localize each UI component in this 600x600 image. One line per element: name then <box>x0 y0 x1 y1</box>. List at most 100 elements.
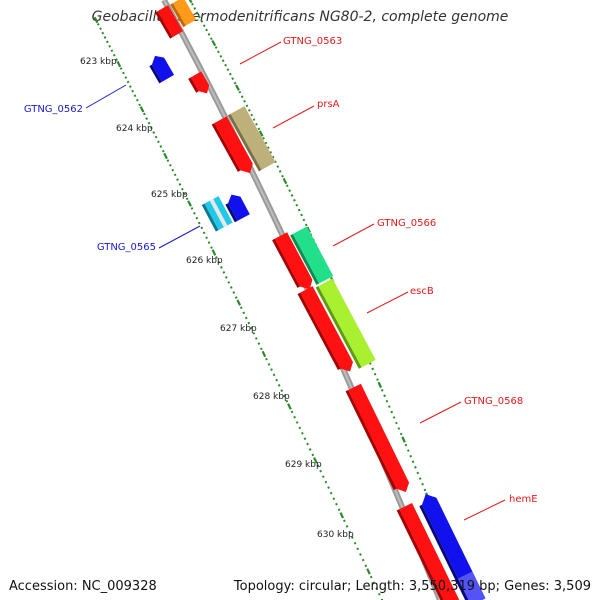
left-track-tick <box>335 502 338 506</box>
left-track-tick <box>176 178 179 181</box>
left-track-tick <box>364 564 368 568</box>
right-track-tick <box>250 113 254 117</box>
left-track-tick <box>298 426 302 430</box>
left-track-tick <box>293 415 296 419</box>
left-track-tick <box>282 394 286 398</box>
leader-gtng-0566 <box>332 223 375 247</box>
left-track-tick <box>178 183 182 186</box>
left-track-tick <box>129 85 132 88</box>
label-prsa[interactable]: prsA <box>317 99 340 110</box>
left-track-tick <box>375 587 378 590</box>
left-track-tick <box>277 384 281 387</box>
kbp-label-626: 626 kbp <box>186 256 223 266</box>
right-track-tick <box>281 174 284 178</box>
right-track-tick <box>200 20 204 23</box>
left-track-tick <box>93 16 99 24</box>
left-track-tick <box>200 226 204 230</box>
feature-escb[interactable] <box>315 278 376 369</box>
label-gtng-0566[interactable]: GTNG_0566 <box>377 218 436 229</box>
ticks-left-track <box>93 16 383 600</box>
right-track-tick <box>383 394 386 398</box>
left-track-tick <box>272 373 276 377</box>
left-track-tick <box>227 281 231 284</box>
right-track-tick <box>406 449 410 452</box>
leader-heme <box>463 499 506 521</box>
gene-gtng-0565-reverse[interactable] <box>223 191 250 223</box>
gene-top-red[interactable] <box>155 5 184 39</box>
left-track-tick <box>106 40 109 44</box>
feature-prsa[interactable] <box>227 106 276 172</box>
right-track-tick <box>226 68 230 71</box>
left-track-tick <box>303 437 307 441</box>
right-track-tick <box>421 482 424 486</box>
left-track-tick <box>313 457 318 464</box>
gene-gtng-0565[interactable] <box>201 196 233 232</box>
left-track-tick <box>143 112 146 116</box>
left-track-tick <box>236 299 242 306</box>
right-track-tick <box>304 223 308 227</box>
gene-gtng-0562[interactable] <box>146 52 175 84</box>
left-track-tick <box>122 71 125 75</box>
right-track-tick <box>368 362 372 365</box>
left-track-tick <box>202 231 206 235</box>
label-heme[interactable]: hemE <box>509 494 538 505</box>
left-track-tick <box>366 568 371 575</box>
label-escb[interactable]: escB <box>410 286 434 297</box>
left-track-tick <box>261 350 267 358</box>
leader-escb <box>366 291 409 314</box>
kbp-label-625: 625 kbp <box>151 190 188 200</box>
left-track-tick <box>207 241 211 244</box>
gene-escb[interactable] <box>297 286 357 376</box>
leader-gtng-0563 <box>239 41 282 65</box>
right-track-tick <box>229 72 232 76</box>
left-track-tick <box>103 36 107 39</box>
right-track-tick <box>288 189 291 192</box>
left-track-tick <box>337 508 341 512</box>
gene-heme[interactable] <box>396 503 465 600</box>
left-track-tick <box>247 321 251 325</box>
label-gtng-0565[interactable]: GTNG_0565 <box>97 242 156 253</box>
left-track-tick <box>232 291 236 294</box>
left-track-tick <box>329 491 333 495</box>
right-track-tick <box>233 81 237 85</box>
left-track-tick <box>254 337 258 340</box>
kbp-label-624: 624 kbp <box>116 124 153 134</box>
label-gtng-0563[interactable]: GTNG_0563 <box>283 36 342 47</box>
gene-prsa[interactable] <box>211 116 256 178</box>
label-gtng-0568[interactable]: GTNG_0568 <box>464 396 523 407</box>
gene-gtng-0563[interactable] <box>188 71 212 98</box>
left-track-tick <box>242 311 246 315</box>
left-track-tick <box>316 464 320 468</box>
left-track-tick <box>234 296 238 299</box>
left-track-tick <box>124 76 128 79</box>
right-track-tick <box>188 0 193 4</box>
right-track-tick <box>207 32 211 36</box>
left-track-tick <box>139 106 145 113</box>
left-track-tick <box>190 207 194 210</box>
left-track-tick <box>145 117 148 120</box>
left-track-tick <box>157 140 160 144</box>
left-track-tick <box>187 200 192 207</box>
left-track-tick <box>339 512 344 519</box>
left-track-tick <box>332 497 336 501</box>
left-track-tick <box>265 357 268 361</box>
left-track-tick <box>171 168 175 172</box>
right-track-tick <box>271 155 275 159</box>
left-track-tick <box>211 249 217 256</box>
right-track-tick <box>202 24 206 28</box>
gene-heme-reverse[interactable] <box>416 491 486 600</box>
feature-gtng-0566[interactable] <box>290 226 334 285</box>
gene-top-orange[interactable] <box>170 0 197 28</box>
label-gtng-0562[interactable]: GTNG_0562 <box>24 104 83 115</box>
left-track-tick <box>327 486 330 489</box>
left-track-tick <box>195 216 199 220</box>
gene-gtng-0566[interactable] <box>272 232 316 294</box>
left-track-tick <box>183 192 187 196</box>
gene-gtng-0568[interactable] <box>345 383 413 497</box>
left-track-tick <box>229 286 233 289</box>
right-track-tick <box>293 198 296 202</box>
left-track-tick <box>205 236 208 240</box>
right-track-tick <box>235 84 240 91</box>
left-track-tick <box>249 326 253 330</box>
